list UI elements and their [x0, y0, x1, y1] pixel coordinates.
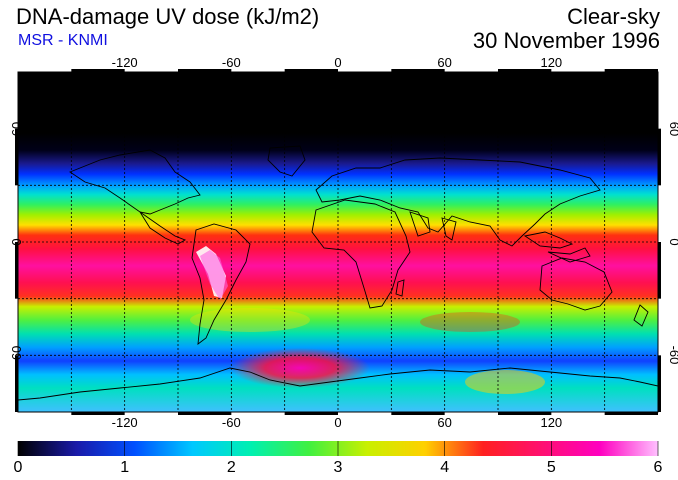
lon-tick-label: 120 — [540, 415, 563, 430]
lon-tick-label: 60 — [437, 55, 452, 70]
border-segment — [498, 69, 552, 72]
border-segment — [604, 69, 658, 72]
lat-tick-label: 0 — [667, 238, 678, 245]
colorbar-label: 6 — [653, 459, 663, 476]
date-label: 30 November 1996 — [472, 28, 660, 53]
colorbar-label: 5 — [546, 459, 556, 476]
border-segment — [284, 69, 338, 72]
border-segment — [658, 128, 661, 186]
border-segment — [391, 412, 445, 415]
source-label: MSR - KNMI — [18, 32, 108, 49]
lon-tick-label: -60 — [221, 55, 241, 70]
colorbar-label: 3 — [333, 459, 343, 476]
lat-tick-label: 60 — [667, 121, 678, 136]
lat-tick-label: 0 — [9, 238, 24, 246]
border-segment — [178, 69, 232, 72]
lat-tick-label: 60 — [9, 121, 24, 136]
lon-tick-label: 60 — [437, 415, 452, 430]
border-segment — [15, 242, 18, 299]
coastlines — [18, 145, 658, 401]
lon-tick-label: -120 — [111, 55, 138, 70]
condition-label: Clear-sky — [567, 4, 660, 29]
border-segment — [71, 69, 125, 72]
border-segment — [604, 412, 658, 415]
border-segment — [178, 412, 232, 415]
lat-tick-label: -60 — [667, 345, 678, 365]
colorbar-ticks — [17, 441, 659, 456]
border-segment — [391, 69, 445, 72]
border-segment — [15, 128, 18, 186]
border-segment — [284, 412, 338, 415]
border-segment — [498, 412, 552, 415]
lon-tick-label: 0 — [334, 55, 342, 70]
colorbar-label: 4 — [440, 459, 450, 476]
lon-tick-label: 120 — [540, 55, 563, 70]
border-segment — [15, 355, 18, 412]
border-segment — [71, 412, 125, 415]
colorbar-label: 0 — [13, 459, 23, 476]
lon-tick-label: -60 — [221, 415, 241, 430]
lon-tick-label: 0 — [334, 415, 342, 430]
border-segment — [658, 242, 661, 299]
lat-tick-label: -60 — [9, 345, 24, 365]
map-title: DNA-damage UV dose (kJ/m2) — [16, 4, 320, 29]
map-border-scale — [15, 69, 661, 415]
border-segment — [658, 355, 661, 412]
colorbar-label: 2 — [226, 459, 236, 476]
lon-tick-label: -120 — [111, 415, 138, 430]
graticule — [18, 72, 658, 412]
colorbar-label: 1 — [120, 459, 130, 476]
